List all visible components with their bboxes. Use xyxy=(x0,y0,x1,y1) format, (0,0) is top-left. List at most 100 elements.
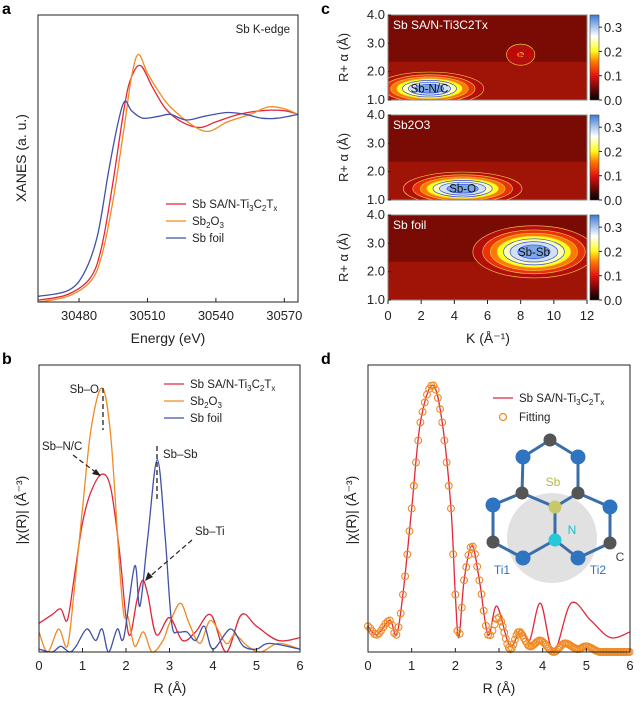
x-tick-label: 5 xyxy=(583,658,590,673)
fitting-point xyxy=(449,550,458,559)
panel-d-legend: Sb SA/N-Ti3C2Tx Fitting xyxy=(493,393,604,424)
titanium-atom xyxy=(485,497,501,513)
titanium-atom xyxy=(515,449,531,465)
carbon-atom xyxy=(515,486,529,500)
x-tick-label: 3 xyxy=(166,658,173,673)
fitting-point xyxy=(416,418,425,427)
x-tick-label: 2 xyxy=(122,658,129,673)
fitting-point xyxy=(510,635,519,644)
fitting-point xyxy=(501,634,510,643)
nitrogen-atom xyxy=(548,533,562,547)
annotation-sb-sb: Sb–Sb xyxy=(163,449,198,461)
contour-sb-o xyxy=(446,183,479,194)
peak-label: Sb-Sb xyxy=(518,247,550,259)
x-tick-label: 1 xyxy=(79,658,86,673)
panel-a-ylabel: XANES (a. u.) xyxy=(13,114,29,202)
colorbar-tick-label: 0.3 xyxy=(604,220,622,235)
fitting-point xyxy=(462,563,471,572)
fitting-point xyxy=(414,436,423,445)
x-tick-label: 4 xyxy=(539,658,546,673)
y-tick-label: 4.0 xyxy=(367,107,385,122)
x-tick-label: 4 xyxy=(209,658,216,673)
antimony-atom xyxy=(548,500,562,514)
fitting-point xyxy=(479,606,488,615)
x-tick-label: 0 xyxy=(35,658,42,673)
heatmap-field xyxy=(388,215,587,300)
heatmap-ylabel: R+ α (Å) xyxy=(336,133,351,182)
fitting-point xyxy=(495,613,503,622)
fitting-point xyxy=(460,576,469,585)
series-sb-sa-n-ti3c2tx-line xyxy=(38,473,301,653)
fitting-point xyxy=(433,393,442,402)
fitting-point xyxy=(390,629,399,637)
colorbar-tick-label: 0.2 xyxy=(604,244,622,259)
x-tick-label: 30540 xyxy=(198,308,234,323)
colorbar-tick-label: 0.3 xyxy=(604,20,622,35)
panel-b-x-ticks: 0 1 2 3 4 5 6 xyxy=(35,648,304,673)
y-tick-label: 4.0 xyxy=(367,7,385,22)
x-tick-label: 0 xyxy=(384,308,391,323)
x-tick-label: 0 xyxy=(364,658,371,673)
panel-a-x-ticks: 30480 30510 30540 30570 xyxy=(61,298,302,323)
panel-label-a: a xyxy=(2,1,11,18)
annotation-sb-nc: Sb–N/C xyxy=(42,441,82,453)
legend-label: Sb SA/N-Ti3C2Tx xyxy=(190,379,275,393)
fitting-point xyxy=(447,504,455,513)
heatmap-frame xyxy=(387,114,588,201)
legend-label: Sb SA/N-Ti3C2Tx xyxy=(192,199,277,213)
x-tick-label: 12 xyxy=(580,308,594,323)
carbon-atom xyxy=(543,433,557,447)
carbon-atom xyxy=(486,535,500,549)
y-tick-label: 2.0 xyxy=(367,64,385,79)
x-tick-label: 30480 xyxy=(61,308,97,323)
fitting-point xyxy=(481,621,490,630)
y-tick-label: 1.0 xyxy=(367,192,385,207)
peak-label: Sb-N/C xyxy=(411,84,449,96)
series-fitting xyxy=(364,381,634,656)
heatmap-title: Sb SA/N-Ti3C2Tx xyxy=(393,18,488,32)
sb-ti-arrowhead xyxy=(145,572,153,581)
y-tick-label: 3.0 xyxy=(367,135,385,150)
heatmap-3: Sb-Sb Sb foil 1.0 2.0 3.0 4.0 R+ α (Å) 0.0 0.1 0.… xyxy=(336,207,622,308)
x-tick-label: 8 xyxy=(517,308,524,323)
contour-sb-sb xyxy=(517,244,551,260)
carbon-atom xyxy=(603,536,617,550)
x-tick-label: 3 xyxy=(495,658,502,673)
x-tick-label: 30570 xyxy=(266,308,302,323)
fitting-point xyxy=(442,458,451,467)
legend-label-sample: Sb SA/N-Ti3C2Tx xyxy=(519,393,604,407)
sb-nc-arrow xyxy=(72,454,99,475)
fitting-point xyxy=(385,616,394,625)
colorbar-tick-label: 0.1 xyxy=(604,169,622,184)
fitting-point xyxy=(451,590,460,599)
fitting-point xyxy=(486,631,495,640)
heatmap-title: Sb foil xyxy=(393,218,426,232)
x-tick-label: 6 xyxy=(626,658,633,673)
legend-label: Sb foil xyxy=(190,413,222,425)
colorbar-tick-label: 0.1 xyxy=(604,269,622,284)
fitting-point xyxy=(407,504,416,513)
colorbar xyxy=(589,114,600,201)
y-tick-label: 3.0 xyxy=(367,235,385,250)
inset-label-ti2: Ti2 xyxy=(590,563,607,577)
legend-label: Sb2O3 xyxy=(192,216,224,230)
carbon-atom xyxy=(571,486,585,500)
panel-b-frame xyxy=(38,364,301,653)
panel-c-heatmaps: Sb-N/C Sb-Ti Sb SA/N-Ti3C2Tx 1.0 2.0 3.0 4.0 R+… xyxy=(336,7,622,308)
panel-b-annotations: Sb–O Sb–N/C Sb–Sb Sb–Ti xyxy=(42,384,225,581)
fitting-point xyxy=(401,572,410,581)
colorbar-tick-label: 0.2 xyxy=(604,44,622,59)
series-sb-sa-n-ti3c2tx-line xyxy=(37,64,299,301)
fitting-point xyxy=(409,481,418,490)
fitting-point xyxy=(436,405,444,414)
fitting-point xyxy=(475,576,484,585)
colorbar-tick-label: 0.0 xyxy=(604,293,622,308)
panel-d-curves xyxy=(364,381,634,656)
peak-label: Sb-Ti xyxy=(507,50,534,62)
panel-label-b: b xyxy=(2,351,12,368)
colorbar-tick-label: 0.3 xyxy=(604,120,622,135)
colorbar-tick-label: 0.0 xyxy=(604,93,622,108)
panel-a: 30480 30510 30540 30570 Sb K-edge Energy (e… xyxy=(13,14,302,346)
panel-d: 0 1 2 3 4 5 6 R (Å) |χ(R)| (Å⁻³) Sb SA/N-Ti3C2… xyxy=(343,364,634,696)
y-tick-label: 1.0 xyxy=(367,292,385,307)
